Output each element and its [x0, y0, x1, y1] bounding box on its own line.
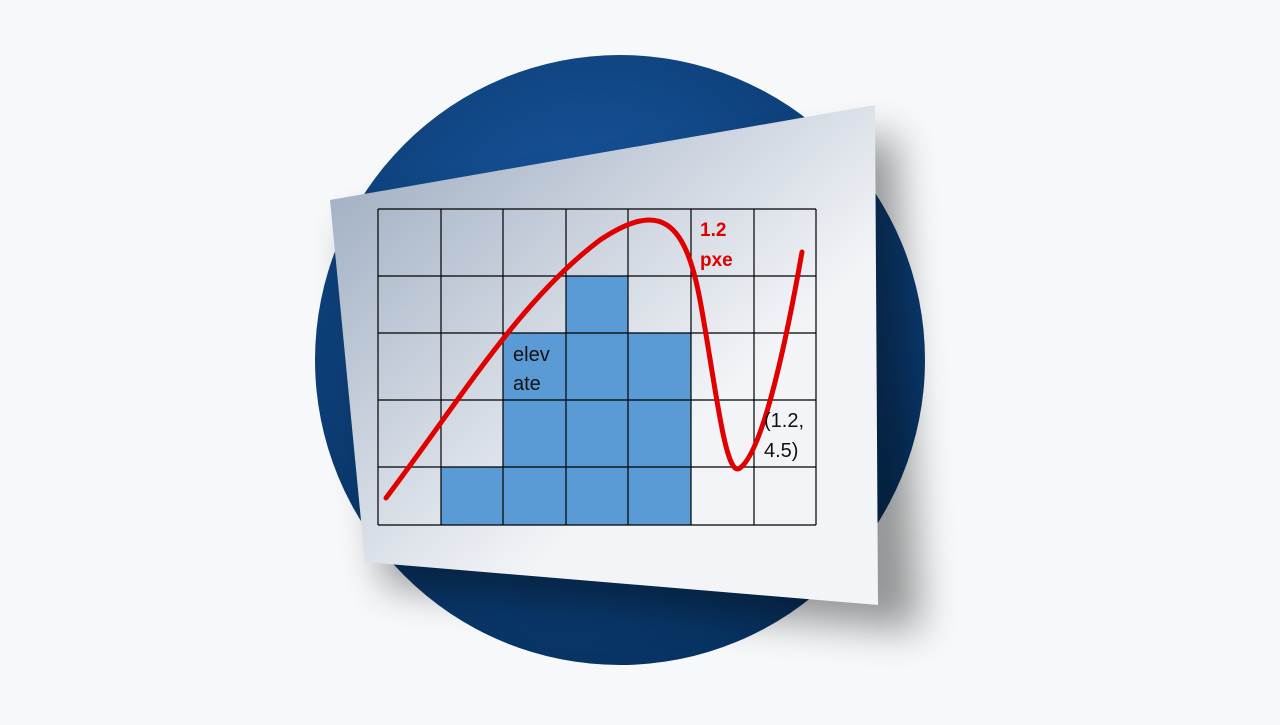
point-label-line-1: (1.2,	[764, 410, 804, 432]
bar	[628, 333, 691, 525]
grid-lines	[377, 208, 817, 526]
curve-label-text: pxe	[700, 250, 733, 271]
bar	[441, 467, 503, 525]
point-label-line-2: 4.5)	[764, 440, 798, 462]
bar	[503, 333, 566, 525]
bars-label-line-2: ate	[513, 373, 541, 395]
bars-label-line-1: elev	[513, 344, 550, 366]
curve-label-number: 1.2	[700, 220, 726, 241]
red-curve	[383, 217, 805, 501]
